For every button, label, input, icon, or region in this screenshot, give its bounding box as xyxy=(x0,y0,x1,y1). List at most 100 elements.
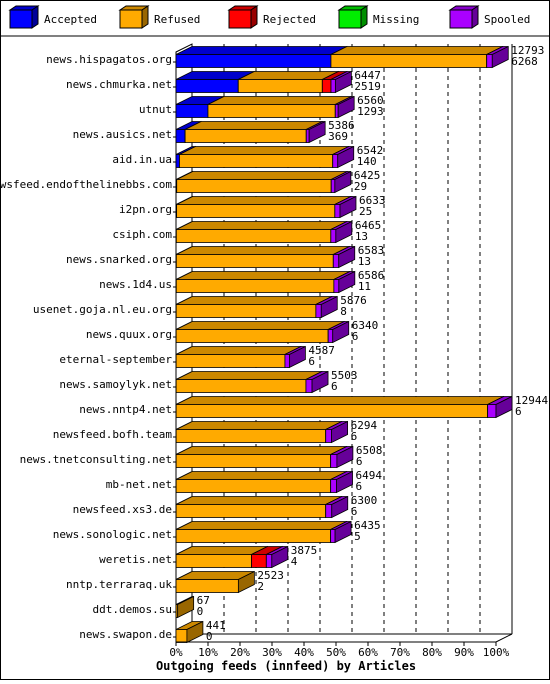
category-label: news.snarked.org xyxy=(66,253,172,266)
bar-top xyxy=(238,72,338,80)
bar-segment-refused xyxy=(177,172,348,193)
legend-swatch xyxy=(339,10,361,28)
bar-top xyxy=(176,347,301,355)
accepted-value-label: 6 xyxy=(308,355,315,368)
bar-front xyxy=(176,580,238,593)
bar-front xyxy=(176,380,306,393)
accepted-value-label: 25 xyxy=(359,205,372,218)
bar-front xyxy=(331,55,487,68)
accepted-value-label: 13 xyxy=(358,255,371,268)
accepted-value-label: 0 xyxy=(197,605,204,618)
bar-front xyxy=(306,130,309,143)
category-label: aid.in.ua xyxy=(112,153,172,166)
bar-top xyxy=(176,422,342,430)
accepted-value-label: 6 xyxy=(356,455,363,468)
accepted-value-label: 6 xyxy=(331,380,338,393)
bar-front xyxy=(266,555,271,568)
bar-segment-refused xyxy=(176,497,342,518)
accepted-value-label: 11 xyxy=(358,280,371,293)
bar-front xyxy=(176,55,331,68)
x-tick-label: 20% xyxy=(230,646,250,659)
x-tick-label: 60% xyxy=(358,646,378,659)
category-label: i2pn.org xyxy=(119,203,172,216)
category-label: news.swapon.de xyxy=(79,628,172,641)
bar-front xyxy=(326,505,332,518)
bar-front xyxy=(252,555,267,568)
accepted-value-label: 6 xyxy=(356,480,363,493)
category-label: nntp.terraraq.uk xyxy=(66,578,172,591)
category-label: news.samoylyk.net xyxy=(59,378,172,391)
bar-top xyxy=(176,447,347,455)
accepted-value-label: 29 xyxy=(354,180,367,193)
accepted-value-label: 5 xyxy=(354,530,361,543)
legend-swatch-side xyxy=(472,6,478,28)
x-tick-label: 70% xyxy=(390,646,410,659)
accepted-value-label: 1293 xyxy=(357,105,384,118)
bar-front xyxy=(316,305,321,318)
bar-front xyxy=(285,355,289,368)
bar-front xyxy=(176,330,328,343)
floor xyxy=(176,634,512,642)
bar-front xyxy=(176,630,187,643)
bar-front xyxy=(331,455,337,468)
bar-segment-refused xyxy=(176,272,350,293)
bar-segment-refused xyxy=(176,472,347,493)
bar-segment-refused xyxy=(176,572,254,593)
x-tick-label: 100% xyxy=(483,646,510,659)
legend-label: Missing xyxy=(373,13,419,26)
bar-front xyxy=(333,155,338,168)
x-tick-label: 10% xyxy=(198,646,218,659)
category-label: newsfeed.xs3.de xyxy=(73,503,172,516)
bar-front xyxy=(176,555,251,568)
accepted-value-label: 4 xyxy=(291,555,298,568)
bar-front xyxy=(176,530,331,543)
category-label: weretis.net xyxy=(99,553,172,566)
bar-front xyxy=(176,430,326,443)
legend-swatch xyxy=(450,10,472,28)
bar-front xyxy=(331,480,337,493)
bar-segment-accepted xyxy=(176,47,347,68)
bar-front xyxy=(208,105,335,118)
bar-segment-refused xyxy=(176,322,344,343)
chart-title: Outgoing feeds (innfeed) by Articles xyxy=(156,659,416,673)
legend-label: Rejected xyxy=(263,13,316,26)
accepted-value-label: 369 xyxy=(328,130,348,143)
bar-top xyxy=(176,397,503,405)
category-label: news.nntp4.net xyxy=(79,403,172,416)
bar-top xyxy=(208,97,351,105)
x-tick-label: 0% xyxy=(169,646,183,659)
bar-front xyxy=(176,105,208,118)
bar-front xyxy=(177,205,335,218)
category-label: news.hispagatos.org xyxy=(46,53,172,66)
bar-front xyxy=(176,455,331,468)
bar-front xyxy=(326,430,332,443)
category-label: mb-net.net xyxy=(106,478,172,491)
category-label: news.chmurka.net xyxy=(66,78,172,91)
bar-top xyxy=(176,497,342,505)
x-tick-label: 50% xyxy=(326,646,346,659)
category-label: usenet.goja.nl.eu.org xyxy=(33,303,172,316)
accepted-value-label: 6 xyxy=(351,430,358,443)
bar-top xyxy=(176,47,347,55)
accepted-value-label: 6268 xyxy=(511,55,537,68)
bar-front xyxy=(176,255,333,268)
bar-segment-refused xyxy=(176,247,349,268)
category-label: news.1d4.us xyxy=(99,278,172,291)
accepted-value-label: 6 xyxy=(351,505,358,518)
bar-segment-refused xyxy=(176,397,503,418)
bar-top xyxy=(331,47,503,55)
bar-front xyxy=(331,530,335,543)
category-label: newsfeed.bofh.team xyxy=(53,428,173,441)
bar-top xyxy=(176,372,322,380)
bar-front xyxy=(176,505,326,518)
accepted-value-label: 6 xyxy=(515,405,522,418)
legend-swatch-side xyxy=(361,6,367,28)
category-label: ddt.demos.su xyxy=(93,603,172,616)
bar-segment-refused xyxy=(176,447,347,468)
bar-front xyxy=(176,405,487,418)
legend-label: Accepted xyxy=(44,13,97,26)
x-tick-label: 30% xyxy=(262,646,282,659)
bar-top xyxy=(176,322,344,330)
